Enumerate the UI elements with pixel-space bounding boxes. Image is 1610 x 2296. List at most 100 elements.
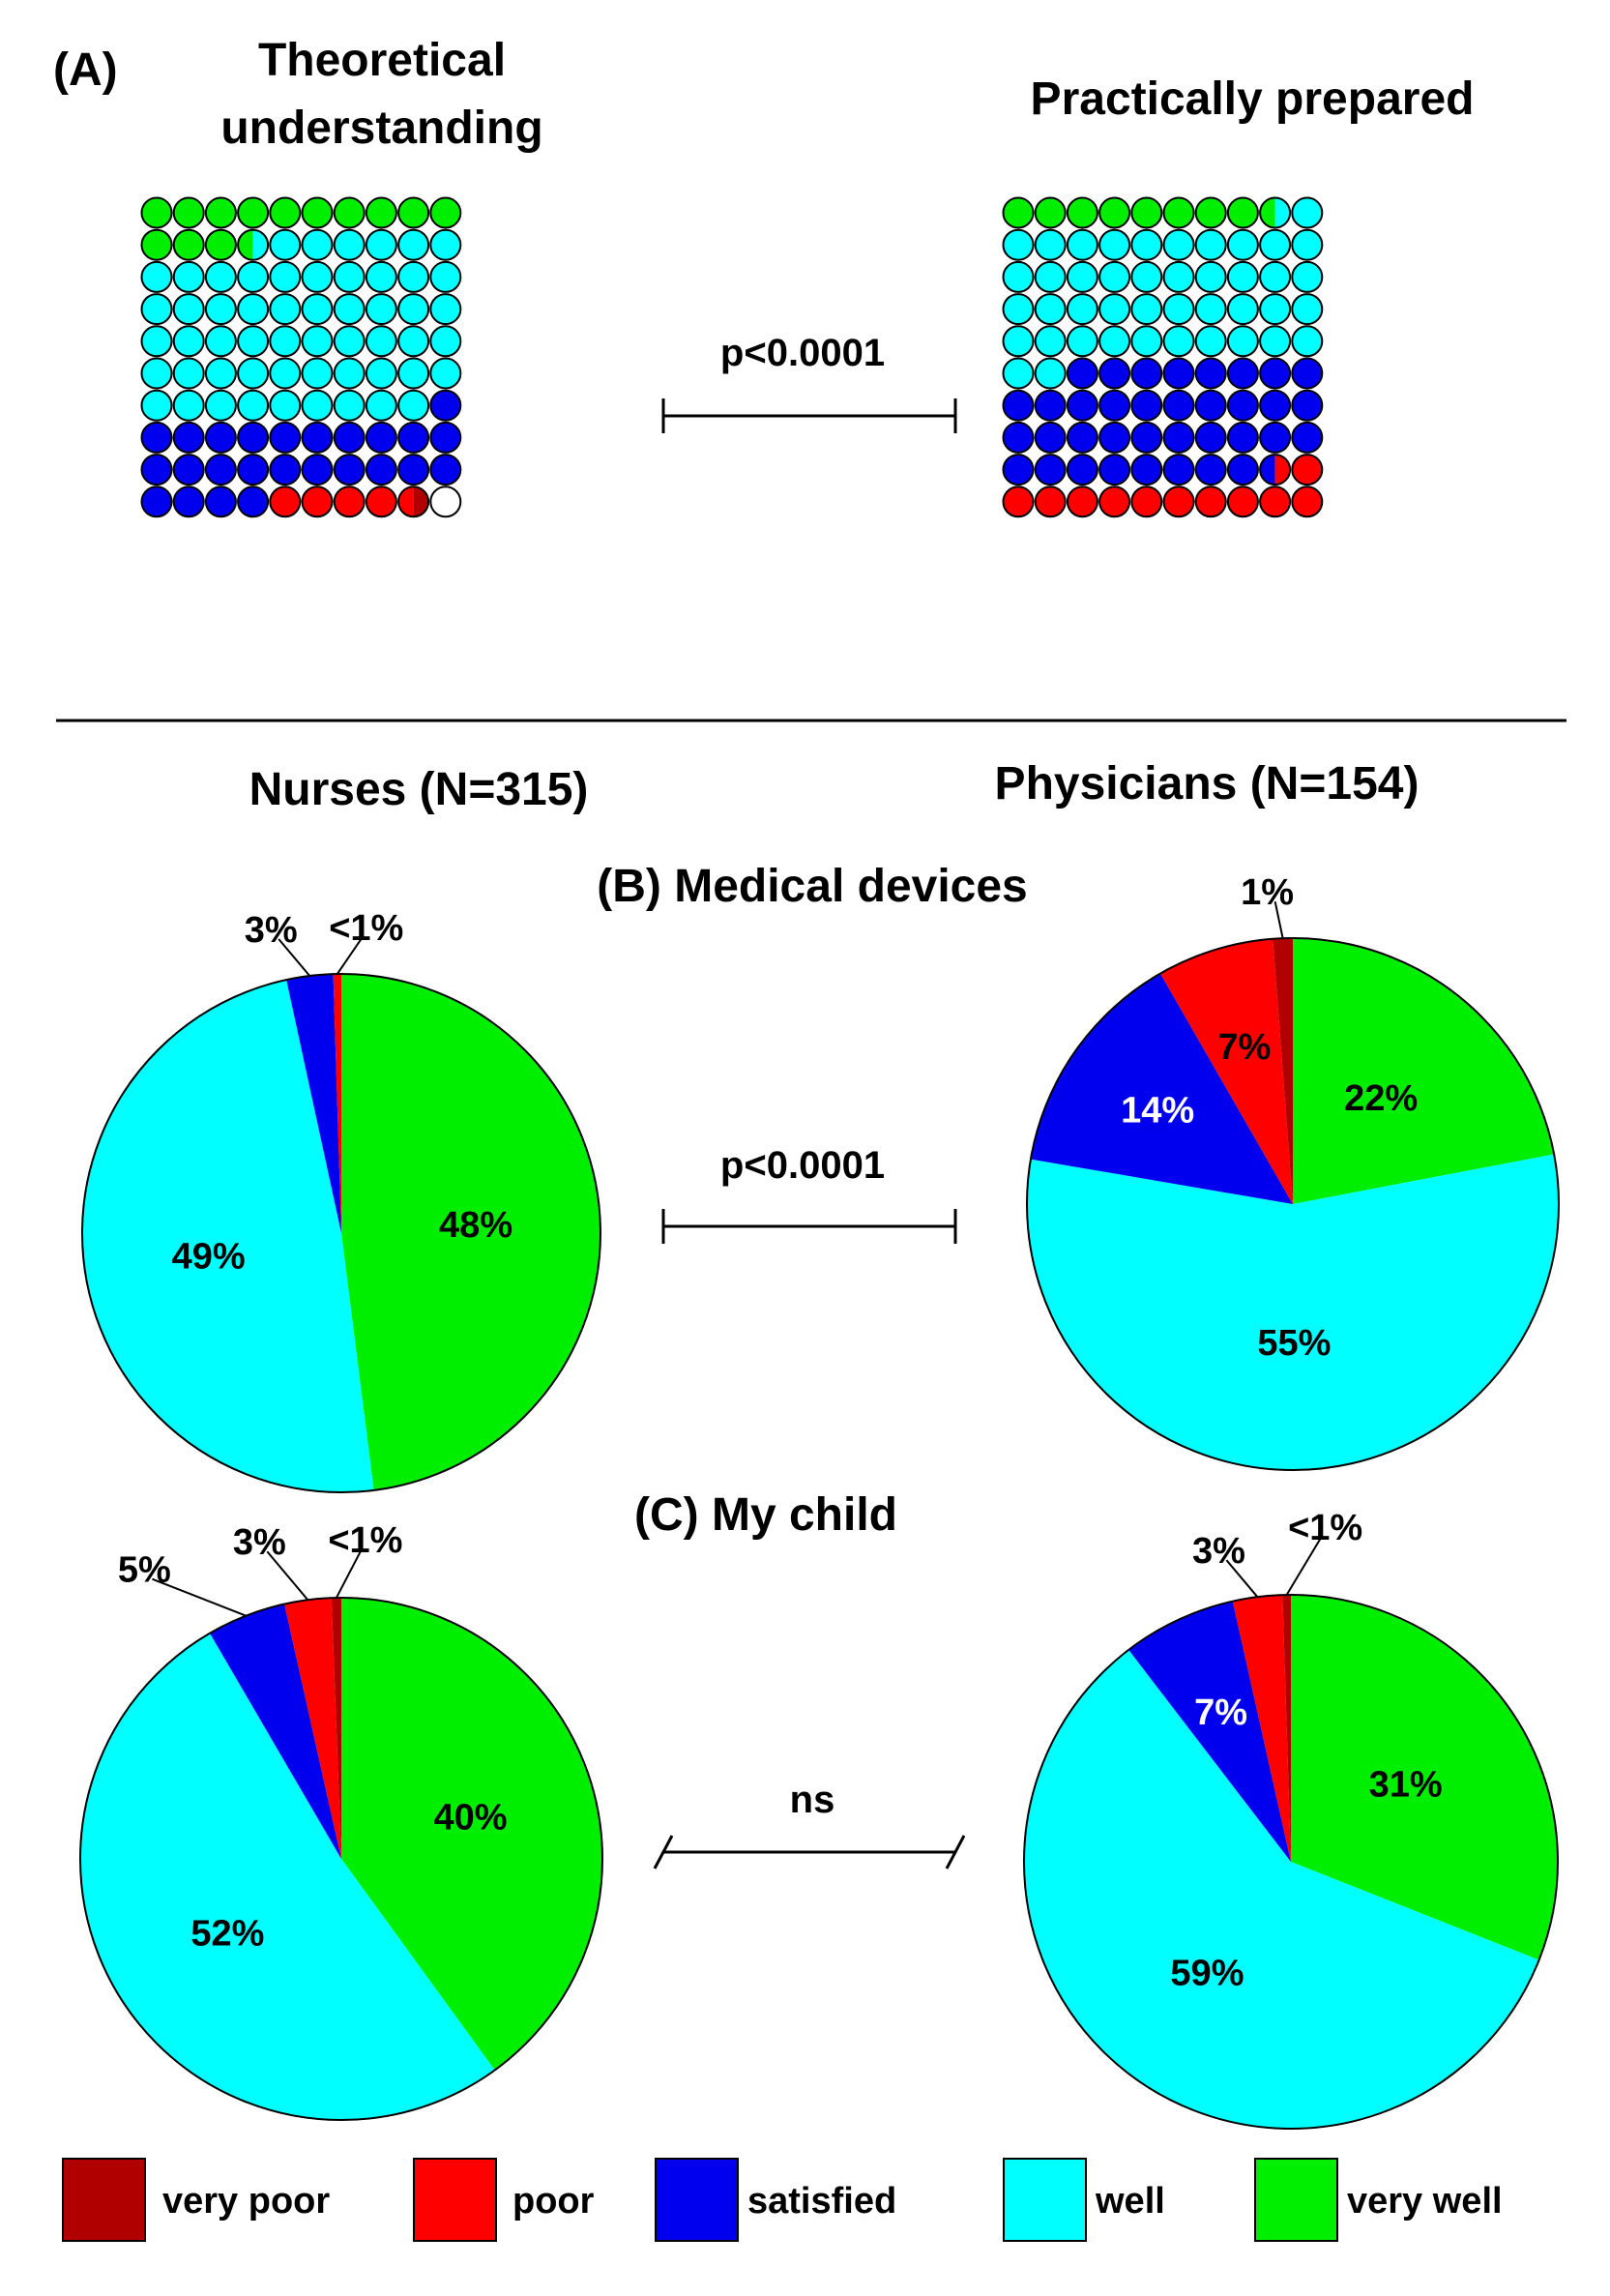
waffle-segment-well xyxy=(1274,197,1291,228)
waffle-cell xyxy=(1098,228,1131,261)
waffle-segment-very-well xyxy=(1260,197,1275,228)
waffle-cell xyxy=(1034,486,1067,518)
waffle-cell xyxy=(1034,293,1067,326)
pie-label-well: 59% xyxy=(1170,1953,1244,1993)
pie-label-well: 49% xyxy=(172,1237,246,1278)
waffle-cell xyxy=(204,196,237,229)
pie-slice-well xyxy=(82,980,374,1492)
legend-label-very-well: very well xyxy=(1347,2181,1503,2222)
waffle-cell xyxy=(1194,228,1227,261)
waffle-segment-very-well xyxy=(238,229,253,260)
pie-label-satisfied: 14% xyxy=(1121,1090,1194,1131)
waffle-cell xyxy=(172,421,205,454)
pie-leader-line xyxy=(336,936,364,975)
waffle-cell xyxy=(301,196,334,229)
waffle-cell xyxy=(1002,293,1035,326)
waffle-cell xyxy=(1291,421,1324,454)
waffle-cell xyxy=(1002,196,1035,229)
waffle-cell xyxy=(429,486,462,518)
waffle-cell xyxy=(301,389,334,422)
waffle-cell xyxy=(237,486,270,518)
pie-label-well: 52% xyxy=(190,1914,264,1955)
waffle-cell xyxy=(1194,196,1227,229)
waffle-cell xyxy=(301,454,334,486)
waffle-cell xyxy=(172,325,205,358)
waffle-cell xyxy=(140,454,173,486)
waffle-cell xyxy=(1130,421,1163,454)
waffle-cell xyxy=(397,357,430,390)
waffle-cell xyxy=(204,454,237,486)
pie-slice-very-well xyxy=(341,1598,603,2071)
waffle-cell xyxy=(204,389,237,422)
waffle-cell xyxy=(1259,486,1292,518)
legend-label-poor: poor xyxy=(512,2181,595,2222)
waffle-cell xyxy=(1098,196,1131,229)
waffle-cell xyxy=(1098,421,1131,454)
waffle-cell xyxy=(237,325,270,358)
waffle-cell xyxy=(140,357,173,390)
waffle-cell xyxy=(301,357,334,390)
waffle-cell xyxy=(365,454,397,486)
waffle-theoretical-understanding xyxy=(140,196,462,518)
pie-slice-well xyxy=(1024,1649,1539,2129)
waffle-cell xyxy=(1130,325,1163,358)
waffle-cell xyxy=(237,357,270,390)
waffle-cell xyxy=(1226,260,1259,293)
waffle-cell xyxy=(1002,454,1035,486)
waffle-cell xyxy=(365,421,397,454)
waffle-cell xyxy=(365,293,397,326)
pie-label-very-well: 48% xyxy=(439,1205,512,1246)
waffle-cell xyxy=(1098,454,1131,486)
legend-swatch-poor xyxy=(413,2158,497,2242)
waffle-cell xyxy=(1291,454,1324,486)
waffle-cell xyxy=(365,260,397,293)
waffle-cell xyxy=(301,260,334,293)
pie-label-well: 55% xyxy=(1257,1323,1331,1364)
pie-slice-very-poor xyxy=(1273,938,1293,1204)
waffle-cell xyxy=(140,325,173,358)
waffle-cell xyxy=(1130,389,1163,422)
waffle-cell xyxy=(1066,228,1098,261)
waffle-cell xyxy=(365,196,397,229)
waffle-cell xyxy=(172,260,205,293)
waffle-cell xyxy=(429,357,462,390)
waffle-cell xyxy=(1226,196,1259,229)
waffle-cell xyxy=(1034,454,1067,486)
waffle-cell xyxy=(1194,389,1227,422)
pie-label-poor: <1% xyxy=(329,908,403,949)
waffle-cell xyxy=(1259,196,1292,229)
waffle-cell xyxy=(269,325,302,358)
pie-label-very-poor: <1% xyxy=(1288,1508,1362,1548)
waffle-cell xyxy=(333,196,366,229)
waffle-cell xyxy=(1291,325,1324,358)
waffle-cell xyxy=(269,260,302,293)
waffle-cell xyxy=(1066,325,1098,358)
waffle-cell xyxy=(333,325,366,358)
waffle-cell xyxy=(1162,325,1195,358)
waffle-cell xyxy=(1194,454,1227,486)
waffle-cell xyxy=(1291,196,1324,229)
waffle-cell xyxy=(1034,260,1067,293)
waffle-cell xyxy=(1291,228,1324,261)
waffle-cell xyxy=(429,421,462,454)
waffle-cell xyxy=(237,421,270,454)
waffle-cell xyxy=(1259,421,1292,454)
waffle-cell xyxy=(269,196,302,229)
waffle-cell xyxy=(204,357,237,390)
waffle-cell xyxy=(1130,293,1163,326)
waffle-cell xyxy=(333,228,366,261)
waffle-cell xyxy=(1162,228,1195,261)
waffle-cell xyxy=(172,389,205,422)
waffle-cell xyxy=(1002,389,1035,422)
waffle-cell xyxy=(397,196,430,229)
pie-leader-line xyxy=(152,1577,247,1617)
waffle-segment-poor xyxy=(1274,455,1291,486)
waffle-cell xyxy=(365,325,397,358)
comparison-c-bracket xyxy=(653,1835,966,1869)
waffle-cell xyxy=(172,357,205,390)
waffle-cell xyxy=(269,486,302,518)
legend-swatch-very-well xyxy=(1254,2158,1338,2242)
pie-leader-line xyxy=(1225,1559,1259,1598)
waffle-cell xyxy=(1002,486,1035,518)
pie-slice-very-poor xyxy=(331,1598,341,1859)
